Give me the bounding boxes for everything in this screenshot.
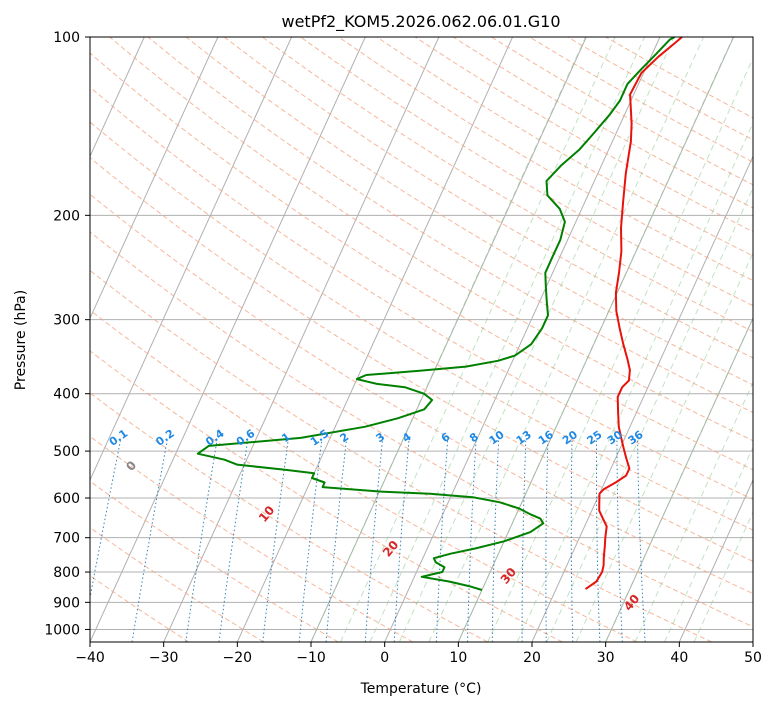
plot-layers: -100-90-80-70-60-50-40-30-20-10010203040… xyxy=(90,37,753,642)
x-tick-label: −10 xyxy=(296,650,326,666)
isotherm-line xyxy=(90,37,366,642)
mixing-ratio-line xyxy=(616,440,623,642)
dry-adiabat-line xyxy=(90,121,753,531)
isotherm-line xyxy=(236,37,514,642)
y-axis: 100 200 300 400 500 600 700 800 900 1000 xyxy=(44,30,90,638)
x-tick-label: −30 xyxy=(149,650,179,666)
y-tick-label: 900 xyxy=(53,595,80,611)
dry-adiabat-line xyxy=(147,37,753,413)
x-tick-label: 0 xyxy=(380,650,389,666)
x-tick-label: −40 xyxy=(75,650,105,666)
mixing-ratio-line xyxy=(545,440,549,642)
y-tick-label: 600 xyxy=(53,491,80,507)
y-tick-label: 800 xyxy=(53,565,80,581)
dry-adiabats xyxy=(90,37,753,642)
x-tick-label: 10 xyxy=(449,650,467,666)
dry-adiabat-line xyxy=(90,392,488,642)
x-tick-label: 30 xyxy=(597,650,615,666)
isotherm-line xyxy=(90,37,145,158)
moist-adiabat-line xyxy=(428,37,705,642)
x-tick-label: 50 xyxy=(744,650,762,666)
moist-adiabat-line xyxy=(487,56,753,642)
mixing-ratio-line xyxy=(637,440,646,642)
mixing-ratio-line xyxy=(435,440,449,642)
mixing-ratio-line xyxy=(596,440,601,642)
dry-adiabat-line xyxy=(223,37,753,359)
mixing-ratio-lines xyxy=(90,440,646,642)
dry-adiabat-line xyxy=(90,231,753,628)
moist-adiabat-line xyxy=(398,37,675,642)
dry-adiabat-line xyxy=(90,575,190,642)
x-axis: −40 −30 −20 −10 0 10 20 30 40 50 xyxy=(75,642,762,666)
sounding-series xyxy=(196,37,683,591)
mixing-ratio-line xyxy=(364,440,383,642)
dry-adiabat-line xyxy=(90,480,339,642)
moist-adiabat-line xyxy=(575,251,753,642)
dry-adiabat-line xyxy=(185,37,753,386)
isotherm-line xyxy=(531,155,753,642)
mixing-ratio-line xyxy=(491,440,500,642)
mixing-ratio-line xyxy=(325,440,347,642)
dry-adiabat-line xyxy=(90,269,712,642)
temperature-profile-line xyxy=(584,37,683,590)
isotherm-line xyxy=(678,478,753,642)
moist-adiabat-line xyxy=(634,381,753,642)
x-axis-label: Temperature (°C) xyxy=(360,681,482,697)
mixing-ratio-line xyxy=(218,440,249,642)
mixing-ratio-line xyxy=(393,440,410,642)
isotherm-line xyxy=(163,37,440,642)
moist-adiabat-line xyxy=(664,446,753,642)
isotherm-line xyxy=(90,37,219,320)
y-axis-label: Pressure (hPa) xyxy=(13,290,29,390)
moist-adiabat-line xyxy=(516,121,753,642)
y-tick-label: 200 xyxy=(53,208,80,224)
moist-adiabat-line xyxy=(605,316,753,642)
y-tick-label: 700 xyxy=(53,531,80,547)
mixing-ratio-line xyxy=(298,440,323,642)
mixing-ratio-line xyxy=(131,440,168,642)
moist-adiabat-line xyxy=(369,37,646,642)
moist-adiabat-line xyxy=(457,37,734,642)
y-tick-label: 500 xyxy=(53,444,80,460)
mixing-ratio-line xyxy=(262,440,289,642)
mixing-ratio-line xyxy=(570,440,574,642)
isotherm-line xyxy=(384,37,661,642)
dry-adiabat-line xyxy=(90,86,753,501)
moist-adiabats xyxy=(310,37,753,642)
dewpoint-profile-line xyxy=(196,37,676,591)
y-tick-label: 100 xyxy=(53,30,80,46)
x-tick-label: 20 xyxy=(523,650,541,666)
moist-adiabat-line xyxy=(310,37,586,642)
y-tick-label: 300 xyxy=(53,313,80,329)
chart-title: wetPf2_KOM5.2026.062.06.01.G10 xyxy=(281,12,560,32)
isotherm-line xyxy=(90,37,293,482)
y-tick-label: 1000 xyxy=(44,622,80,638)
mixing-ratio-line xyxy=(185,440,218,642)
dry-adiabat-line xyxy=(90,350,563,642)
dry-adiabat-line xyxy=(90,157,753,562)
plot-area xyxy=(90,37,753,642)
mixing-ratio-line xyxy=(521,440,527,642)
mixing-ratio-line xyxy=(467,440,477,642)
y-tick-label: 400 xyxy=(53,387,80,403)
x-tick-label: −20 xyxy=(223,650,253,666)
moist-adiabat-line xyxy=(340,37,616,642)
moist-adiabat-line xyxy=(546,186,753,642)
x-tick-label: 40 xyxy=(670,650,688,666)
plot-frame xyxy=(89,36,754,643)
